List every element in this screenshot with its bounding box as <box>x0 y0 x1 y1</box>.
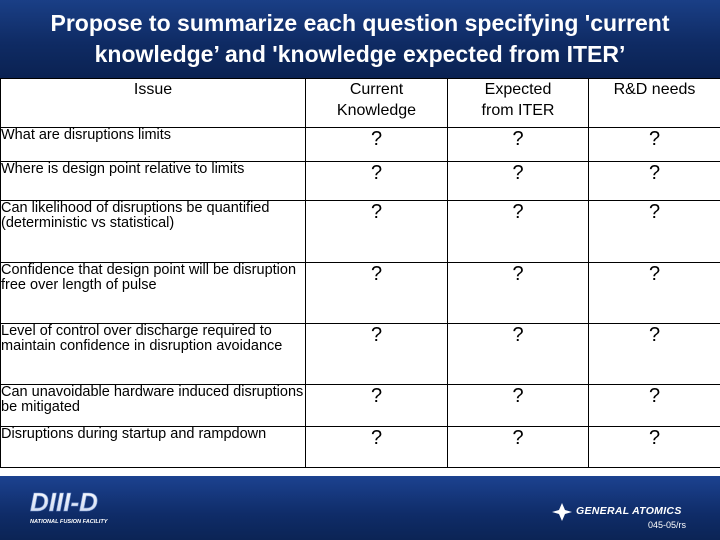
table-row: Where is design point relative to limits… <box>0 161 720 201</box>
rd-needs-cell: ? <box>588 200 720 263</box>
rd-needs-cell: ? <box>588 262 720 324</box>
slide-title-line-1: Propose to summarize each question speci… <box>50 10 670 36</box>
header-expected-line-1: Expected <box>484 81 552 98</box>
expected-from-iter-cell: ? <box>447 384 589 427</box>
general-atomics-name: GENERAL ATOMICS <box>576 505 682 517</box>
issues-table: Issue Current Knowledge Expected from IT… <box>0 78 720 468</box>
current-knowledge-cell: ? <box>305 426 448 468</box>
rd-needs-cell: ? <box>588 127 720 162</box>
expected-from-iter-cell: ? <box>447 426 589 468</box>
issue-cell: Level of control over discharge required… <box>0 323 306 385</box>
current-knowledge-cell: ? <box>305 323 448 385</box>
issue-cell: Can unavoidable hardware induced disrupt… <box>0 384 306 427</box>
table-row: Can likelihood of disruptions be quantif… <box>0 200 720 263</box>
rd-needs-cell: ? <box>588 384 720 427</box>
expected-from-iter-cell: ? <box>447 127 589 162</box>
slide-title: Propose to summarize each question speci… <box>0 8 720 70</box>
expected-from-iter-cell: ? <box>447 323 589 385</box>
current-knowledge-cell: ? <box>305 384 448 427</box>
general-atomics-logo <box>552 503 572 521</box>
header-rd-needs: R&D needs <box>588 78 720 128</box>
rd-needs-cell: ? <box>588 161 720 201</box>
expected-from-iter-cell: ? <box>447 161 589 201</box>
footer-bar <box>0 476 720 540</box>
title-bar <box>0 0 720 78</box>
current-knowledge-cell: ? <box>305 200 448 263</box>
header-current-knowledge: Current Knowledge <box>305 78 448 128</box>
expected-from-iter-cell: ? <box>447 262 589 324</box>
current-knowledge-cell: ? <box>305 127 448 162</box>
issue-cell: What are disruptions limits <box>0 127 306 162</box>
current-knowledge-cell: ? <box>305 262 448 324</box>
rd-needs-cell: ? <box>588 323 720 385</box>
header-current-line-2: Knowledge <box>336 102 417 119</box>
issue-cell: Confidence that design point will be dis… <box>0 262 306 324</box>
document-code: 045-05/rs <box>648 520 687 530</box>
rd-needs-cell: ? <box>588 426 720 468</box>
table-row: Confidence that design point will be dis… <box>0 262 720 324</box>
issue-cell: Disruptions during startup and rampdown <box>0 426 306 468</box>
diii-d-logo: DIII-D NATIONAL FUSION FACILITY <box>30 487 109 525</box>
issue-cell: Can likelihood of disruptions be quantif… <box>0 200 306 263</box>
header-issue: Issue <box>0 78 306 128</box>
header-expected-line-2: from ITER <box>481 102 555 119</box>
header-expected-from-iter: Expected from ITER <box>447 78 589 128</box>
table-row: Level of control over discharge required… <box>0 323 720 385</box>
current-knowledge-cell: ? <box>305 161 448 201</box>
expected-from-iter-cell: ? <box>447 200 589 263</box>
issue-cell: Where is design point relative to limits <box>0 161 306 201</box>
table-header-row: Issue Current Knowledge Expected from IT… <box>0 78 720 128</box>
table-row: What are disruptions limits ? ? ? <box>0 127 720 162</box>
diii-d-logo-text: DIII-D <box>30 487 98 517</box>
general-atomics-emblem-icon <box>552 503 572 521</box>
table-row: Disruptions during startup and rampdown … <box>0 426 720 468</box>
diii-d-logo-subtext: NATIONAL FUSION FACILITY <box>30 519 109 525</box>
table-row: Can unavoidable hardware induced disrupt… <box>0 384 720 427</box>
slide-title-line-2: knowledge’ and 'knowledge expected from … <box>94 41 626 67</box>
header-current-line-1: Current <box>349 81 404 98</box>
